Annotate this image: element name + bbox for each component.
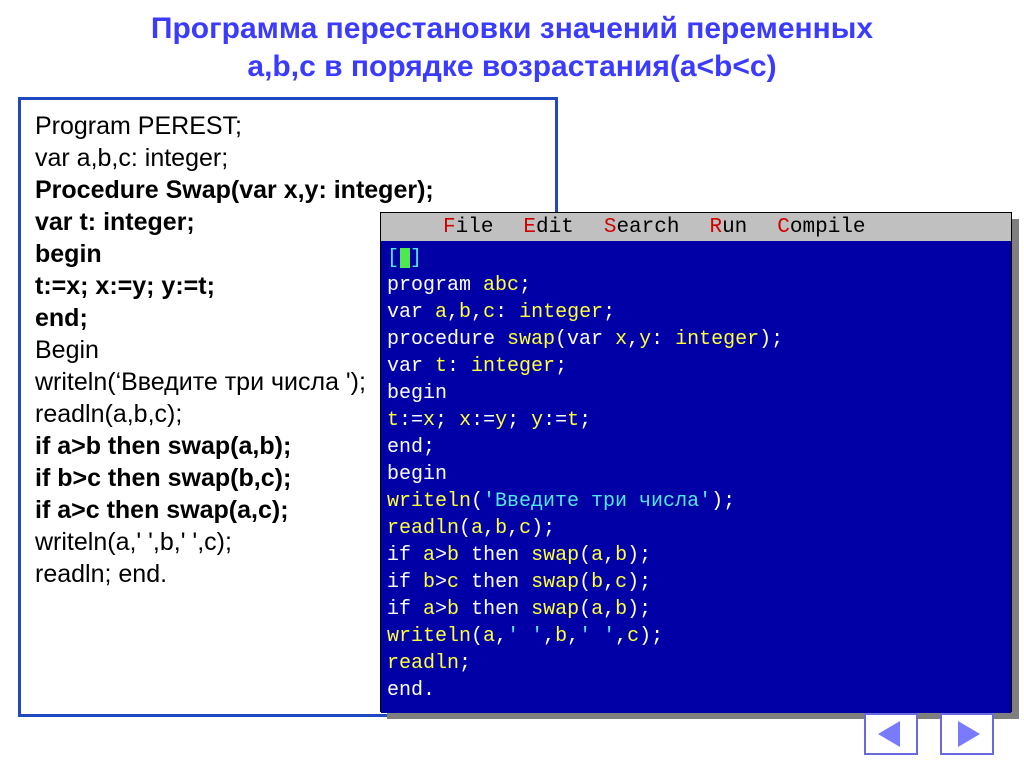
ide-menu-item[interactable]: File bbox=[443, 216, 493, 239]
ide-menu-hotkey: R bbox=[709, 216, 722, 239]
ide-code-line: readln; bbox=[387, 650, 1005, 677]
ide-editor-body: []program abc;var a,b,c: integer;procedu… bbox=[381, 241, 1011, 713]
ide-ruler: [] bbox=[387, 245, 1005, 272]
ide-window: FileEditSearchRunCompile []program abc;v… bbox=[380, 212, 1012, 712]
ide-menu-item[interactable]: Compile bbox=[777, 216, 865, 239]
code-line: Program PEREST; bbox=[35, 110, 541, 142]
ide-code-line: procedure swap(var x,y: integer); bbox=[387, 326, 1005, 353]
arrow-right-icon bbox=[942, 715, 992, 753]
ide-menu-item[interactable]: Search bbox=[604, 216, 680, 239]
ide-menu-hotkey: C bbox=[777, 216, 790, 239]
ide-code-line: begin bbox=[387, 461, 1005, 488]
ide-menu-item[interactable]: Run bbox=[709, 216, 747, 239]
caret-icon bbox=[400, 248, 410, 268]
ide-code-line: var a,b,c: integer; bbox=[387, 299, 1005, 326]
next-slide-button[interactable] bbox=[940, 713, 994, 755]
code-line: var a,b,c: integer; bbox=[35, 142, 541, 174]
ide-code-line: t:=x; x:=y; y:=t; bbox=[387, 407, 1005, 434]
ide-menu-hotkey: S bbox=[604, 216, 617, 239]
title-line1: Программа перестановки значений переменн… bbox=[151, 12, 873, 45]
ide-code-line: var t: integer; bbox=[387, 353, 1005, 380]
ide-menu-hotkey: F bbox=[443, 216, 456, 239]
ide-menu-item[interactable]: Edit bbox=[523, 216, 573, 239]
ide-code-line: readln(a,b,c); bbox=[387, 515, 1005, 542]
ide-code-line: writeln('Введите три числа'); bbox=[387, 488, 1005, 515]
ide-code-line: end. bbox=[387, 677, 1005, 704]
ide-code-line: if b>c then swap(b,c); bbox=[387, 569, 1005, 596]
ide-code-line: end; bbox=[387, 434, 1005, 461]
arrow-left-icon bbox=[866, 715, 916, 753]
ide-menubar: File Edit Search Run Compile bbox=[381, 213, 1011, 241]
ide-code-line: if a>b then swap(a,b); bbox=[387, 596, 1005, 623]
ide-code-line: begin bbox=[387, 380, 1005, 407]
ide-code-line: if a>b then swap(a,b); bbox=[387, 542, 1005, 569]
slide-title: Программа перестановки значений переменн… bbox=[0, 0, 1024, 89]
prev-slide-button[interactable] bbox=[864, 713, 918, 755]
code-line: Procedure Swap(var x,y: integer); bbox=[35, 174, 541, 206]
ide-code-line: program abc; bbox=[387, 272, 1005, 299]
ide-menu-hotkey: E bbox=[523, 216, 536, 239]
title-line2: a,b,c в порядке возрастания(a<b<c) bbox=[247, 50, 776, 83]
ide-code-line: writeln(a,' ',b,' ',c); bbox=[387, 623, 1005, 650]
